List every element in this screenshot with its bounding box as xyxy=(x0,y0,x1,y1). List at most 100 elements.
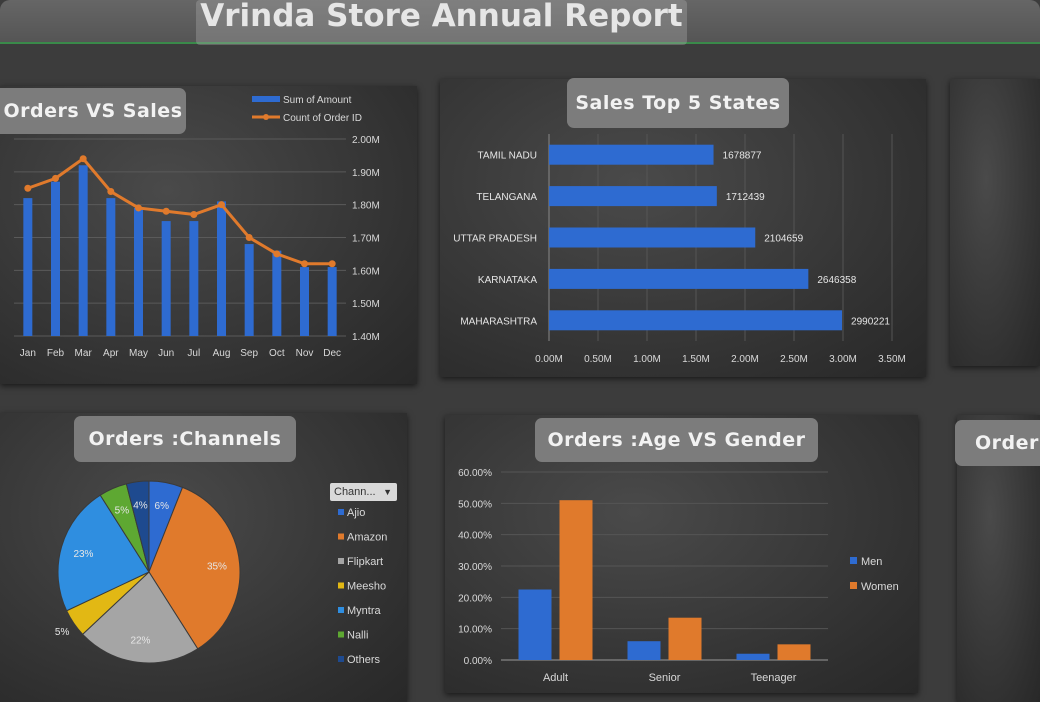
bar xyxy=(549,268,809,289)
x-tick-label: Oct xyxy=(269,348,285,359)
partial-panel-top[interactable] xyxy=(950,79,1040,366)
y-tick-label: 1.40M xyxy=(352,332,380,343)
bar xyxy=(518,589,552,660)
bar xyxy=(217,201,226,336)
line-point xyxy=(218,201,225,209)
legend-swatch-count-point xyxy=(263,114,269,120)
series-line xyxy=(27,156,333,266)
y-tick-label: 30.00% xyxy=(458,562,492,573)
age-gender-panel[interactable]: 0.00% 10.00% 20.00% 30.00% 40.00% 50.00% 60.00… xyxy=(445,415,918,693)
x-tick-label: Teenager xyxy=(751,672,797,684)
legend-label: Flipkart xyxy=(347,556,383,568)
legend-swatch xyxy=(850,557,857,564)
line-point xyxy=(245,234,253,241)
legend-label: Myntra xyxy=(347,605,382,617)
legend-label: Women xyxy=(861,581,899,593)
bar xyxy=(736,653,770,660)
data-label: 6% xyxy=(155,501,170,512)
x-tick-label: Adult xyxy=(543,672,568,684)
y-tick-label: 40.00% xyxy=(458,531,492,542)
channels-title: Orders :Channels xyxy=(74,416,296,462)
bar xyxy=(78,165,88,336)
y-tick-label: MAHARASHTRA xyxy=(460,316,537,327)
line-point xyxy=(190,211,198,219)
bar xyxy=(23,198,33,336)
top-states-chart: 0.00M 0.50M 1.00M 1.50M 2.00M 2.50M 3.00M 3.50M… xyxy=(453,134,906,365)
header-bar xyxy=(0,0,1040,44)
legend-swatch-amount xyxy=(252,96,280,102)
x-tick-label: 1.50M xyxy=(682,354,710,365)
y-tick-label: 10.00% xyxy=(458,625,492,636)
y-tick-label: 60.00% xyxy=(458,468,492,479)
x-tick-label: 0.00M xyxy=(535,354,563,365)
channel-filter-dropdown[interactable]: Chann... ▼ xyxy=(330,483,397,501)
bar xyxy=(244,244,254,336)
pie-slice xyxy=(81,571,199,664)
bar xyxy=(549,227,756,248)
x-tick-label: Jan xyxy=(20,348,36,359)
data-label: 23% xyxy=(73,549,93,560)
y-tick-label: 20.00% xyxy=(458,593,492,604)
line-point xyxy=(301,260,308,268)
data-label: 22% xyxy=(130,636,150,647)
data-label: 4% xyxy=(133,500,148,511)
bar xyxy=(106,198,116,336)
x-tick-label: Jul xyxy=(187,348,200,359)
line-point xyxy=(79,155,87,163)
data-label: 2104659 xyxy=(764,234,803,245)
x-tick-label: Aug xyxy=(213,348,231,359)
bar xyxy=(327,267,337,336)
legend-label-amount: Sum of Amount xyxy=(283,95,352,106)
legend-swatch xyxy=(338,533,344,540)
partial-panel-title: Order xyxy=(955,420,1040,466)
line-point xyxy=(135,204,142,212)
top-states-panel[interactable]: 0.00M 0.50M 1.00M 1.50M 2.00M 2.50M 3.00M 3.50M… xyxy=(440,79,926,377)
bar xyxy=(161,221,171,336)
pie-slice xyxy=(57,494,150,612)
bar xyxy=(51,181,60,336)
x-tick-label: 3.50M xyxy=(878,354,906,365)
orders-vs-sales-title: Orders VS Sales xyxy=(0,88,186,134)
x-tick-label: 0.50M xyxy=(584,354,612,365)
y-tick-label: 1.90M xyxy=(352,168,380,179)
legend-swatch xyxy=(338,607,344,613)
y-tick-label: 2.00M xyxy=(352,135,380,146)
bar xyxy=(668,617,702,660)
y-tick-label: TAMIL NADU xyxy=(478,151,537,162)
orders-vs-sales-panel[interactable]: 1.40M 1.50M 1.60M 1.70M 1.80M 1.90M 2.00M Jan Fe… xyxy=(0,86,417,384)
bar xyxy=(300,267,309,336)
legend-label: Nalli xyxy=(347,630,368,642)
data-label: 35% xyxy=(207,562,227,573)
x-tick-label: Sep xyxy=(240,348,258,359)
page-title: Vrinda Store Annual Report xyxy=(196,0,687,45)
legend-label: Others xyxy=(347,654,381,666)
y-tick-label: 1.80M xyxy=(352,201,380,212)
legend-swatch xyxy=(338,509,344,515)
legend-label: Men xyxy=(861,556,882,568)
age-gender-chart: 0.00% 10.00% 20.00% 30.00% 40.00% 50.00% 60.00… xyxy=(458,468,899,684)
legend-swatch xyxy=(338,558,344,564)
bar xyxy=(549,186,717,207)
y-tick-label: 0.00% xyxy=(464,656,492,667)
x-tick-label: 1.00M xyxy=(633,354,661,365)
data-label: 2646358 xyxy=(817,275,856,286)
bar xyxy=(777,644,811,660)
x-tick-label: Mar xyxy=(75,348,93,359)
bar xyxy=(549,310,843,331)
orders-vs-sales-chart: 1.40M 1.50M 1.60M 1.70M 1.80M 1.90M 2.00M Jan Fe… xyxy=(14,95,380,359)
legend-label: Ajio xyxy=(347,507,365,519)
x-tick-label: Feb xyxy=(47,348,65,359)
x-tick-label: Dec xyxy=(323,348,341,359)
bar xyxy=(549,144,714,165)
x-tick-label: 3.00M xyxy=(829,354,857,365)
x-tick-label: Nov xyxy=(296,348,314,359)
x-tick-label: 2.00M xyxy=(731,354,759,365)
y-tick-label: UTTAR PRADESH xyxy=(453,234,537,245)
line-point xyxy=(24,184,32,192)
legend-swatch xyxy=(850,582,857,589)
age-gender-title: Orders :Age VS Gender xyxy=(535,418,818,462)
legend-label: Amazon xyxy=(347,532,387,544)
x-tick-label: Senior xyxy=(649,672,681,684)
channels-panel[interactable]: 6% 35% 22% 5% 23% 5% 4% Ajio Amazon Flipkart Meesh… xyxy=(0,413,407,702)
legend-swatch xyxy=(338,656,344,662)
